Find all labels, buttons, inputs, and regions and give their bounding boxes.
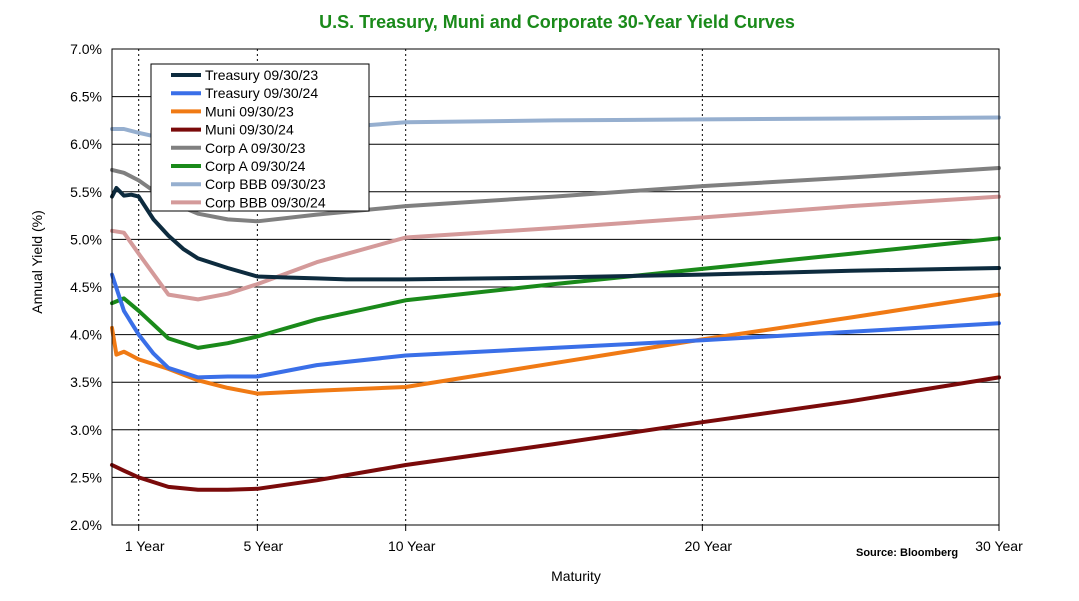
legend-box xyxy=(150,63,370,212)
legend: Treasury 09/30/23 Treasury 09/30/24 Muni 0… xyxy=(150,63,370,212)
y-tick-label: 7.0% xyxy=(70,41,102,57)
x-tick-label: 30 Year xyxy=(975,538,1023,554)
x-tick-label: 20 Year xyxy=(685,538,733,554)
source-note: Source: Bloomberg xyxy=(856,547,958,559)
y-tick-label: 4.0% xyxy=(70,327,102,343)
axes: 2.0% 2.5% 3.0% 3.5% 4.0% 4.5% 5.0% 5.5% 6.0% 6.5%… xyxy=(70,41,1023,554)
y-tick-label: 2.5% xyxy=(70,469,102,485)
series-line xyxy=(110,375,1001,492)
y-axis-title: Annual Yield (%) xyxy=(29,210,45,314)
legend-label: Treasury 09/30/23 xyxy=(205,67,318,83)
legend-label: Muni 09/30/24 xyxy=(205,122,294,138)
legend-label: Corp BBB 09/30/23 xyxy=(205,176,326,192)
x-tick-label: 5 Year xyxy=(244,538,284,554)
series-line xyxy=(110,186,1001,282)
legend-label: Treasury 09/30/24 xyxy=(205,85,318,101)
legend-label: Corp BBB 09/30/24 xyxy=(205,194,326,210)
x-tick-label: 1 Year xyxy=(125,538,165,554)
chart-title: U.S. Treasury, Muni and Corporate 30-Yea… xyxy=(319,12,795,32)
plot-area-border xyxy=(111,48,1000,526)
series-line xyxy=(110,272,1001,380)
y-tick-label: 6.5% xyxy=(70,89,102,105)
series-line xyxy=(110,236,1001,350)
y-tick-label: 3.0% xyxy=(70,422,102,438)
y-tick-label: 2.0% xyxy=(70,517,102,533)
y-tick-label: 3.5% xyxy=(70,374,102,390)
legend-label: Muni 09/30/23 xyxy=(205,103,294,119)
y-tick-label: 5.0% xyxy=(70,231,102,247)
x-axis-title: Maturity xyxy=(551,568,601,584)
series-line xyxy=(110,194,1001,302)
y-tick-label: 6.0% xyxy=(70,136,102,152)
x-tick-label: 10 Year xyxy=(388,538,436,554)
legend-label: Corp A 09/30/23 xyxy=(205,140,306,156)
y-tick-label: 4.5% xyxy=(70,279,102,295)
legend-label: Corp A 09/30/24 xyxy=(205,158,306,174)
series-line xyxy=(110,292,1001,396)
series-line xyxy=(110,166,1001,224)
y-tick-label: 5.5% xyxy=(70,184,102,200)
